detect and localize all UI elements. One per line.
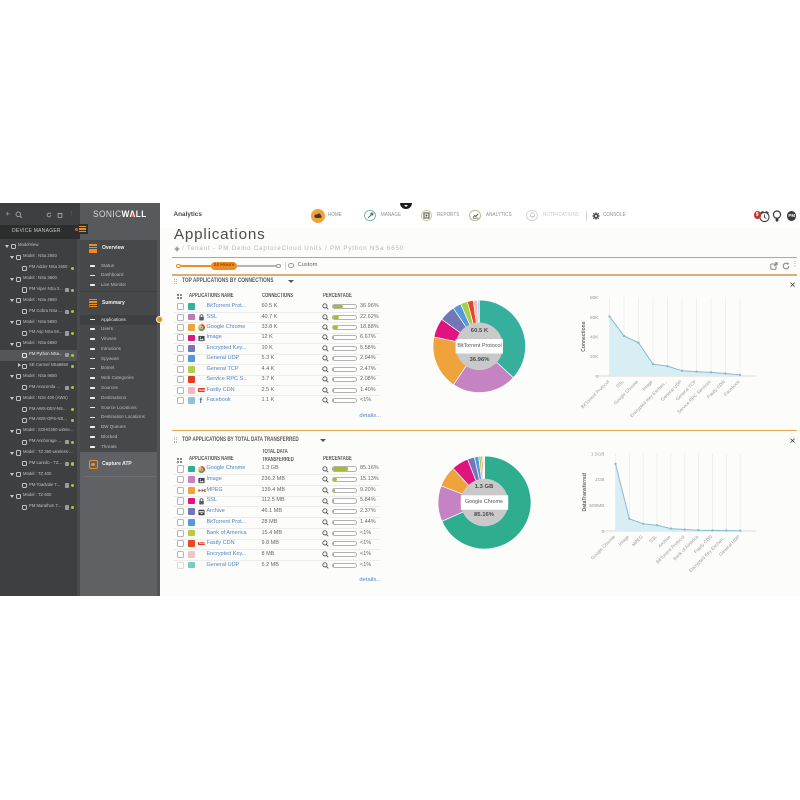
svg-text:500MB: 500MB [589,503,604,509]
svg-text:Google Chrome: Google Chrome [590,534,617,561]
svg-text:Image: Image [641,379,654,392]
svg-text:SSL: SSL [648,534,658,544]
svg-text:80K: 80K [590,295,599,301]
svg-text:1GB: 1GB [595,477,605,483]
svg-text:0: 0 [596,374,599,380]
svg-text:Connections: Connections [581,321,587,351]
svg-text:20K: 20K [590,354,599,360]
svg-text:Image: Image [617,534,630,547]
svg-text:DataTransferred: DataTransferred [582,473,588,511]
svg-text:BitTorrent Protocol: BitTorrent Protocol [580,379,610,409]
svg-text:60K: 60K [590,315,599,321]
svg-text:0: 0 [602,529,605,535]
svg-text:SSL: SSL [615,379,625,389]
svg-text:MPEG: MPEG [631,534,644,547]
svg-text:Facebook: Facebook [723,378,741,396]
svg-text:1.5GB: 1.5GB [591,451,605,457]
svg-text:40K: 40K [590,334,599,340]
